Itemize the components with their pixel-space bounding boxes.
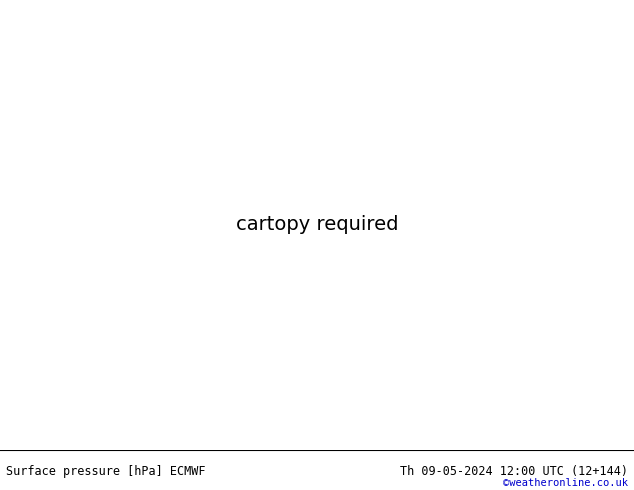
Text: ©weatheronline.co.uk: ©weatheronline.co.uk — [503, 478, 628, 488]
Text: Th 09-05-2024 12:00 UTC (12+144): Th 09-05-2024 12:00 UTC (12+144) — [399, 465, 628, 478]
Text: cartopy required: cartopy required — [236, 216, 398, 234]
Text: Surface pressure [hPa] ECMWF: Surface pressure [hPa] ECMWF — [6, 465, 206, 478]
